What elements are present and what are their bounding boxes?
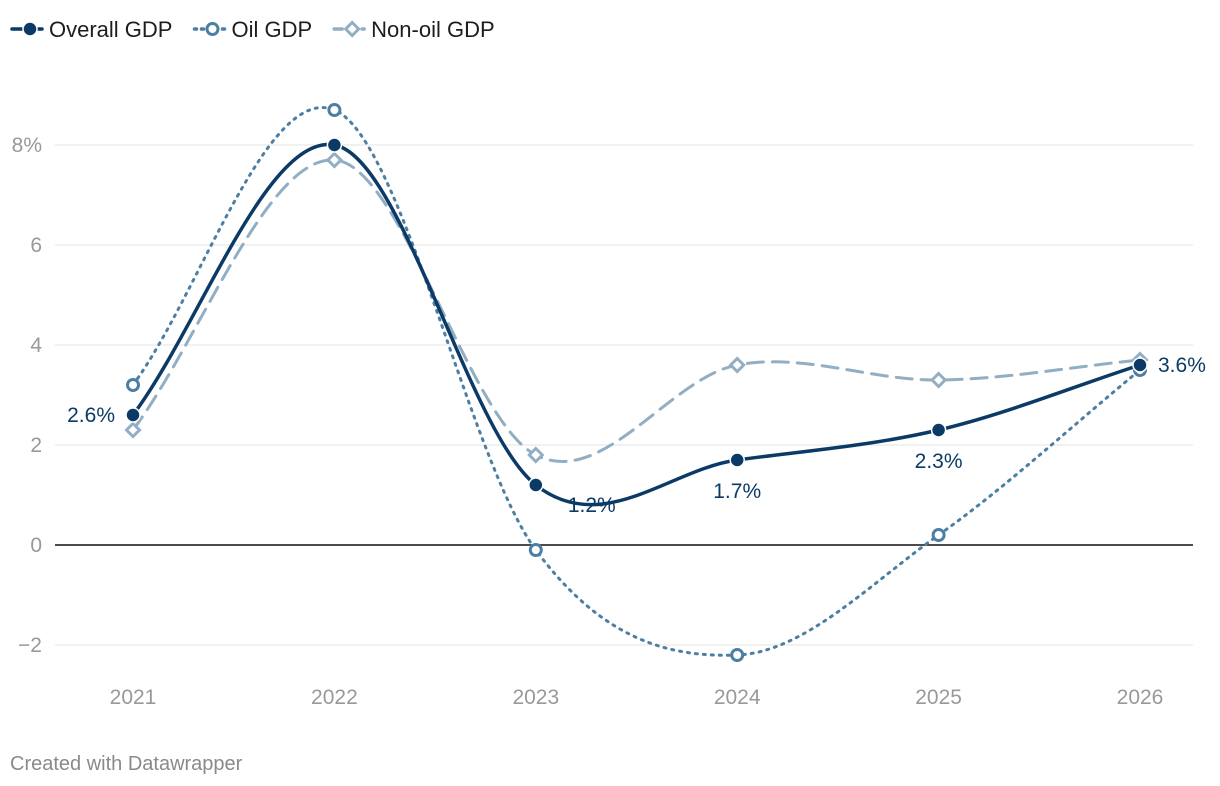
- legend: Overall GDP Oil GDP Non-oil GDP: [10, 17, 495, 42]
- legend-swatch-marker: [205, 22, 220, 36]
- data-label-overall-gdp: 3.6%: [1158, 354, 1206, 377]
- point-overall-gdp: [528, 477, 544, 493]
- point-oil-gdp: [528, 543, 543, 557]
- point-oil-gdp: [730, 648, 745, 662]
- point-overall-gdp: [1132, 357, 1148, 373]
- data-label-overall-gdp: 1.2%: [568, 494, 616, 517]
- series-group: [124, 103, 1149, 662]
- series-line-oil-gdp: [131, 106, 1142, 657]
- legend-label: Non-oil GDP: [371, 17, 494, 42]
- y-tick-label: 8%: [12, 134, 42, 157]
- point-oil-gdp: [327, 103, 342, 117]
- point-non-oil-gdp: [929, 371, 948, 389]
- point-non-oil-gdp: [124, 421, 142, 439]
- point-non-oil-gdp: [728, 356, 746, 374]
- data-labels: 2.6% 1.2% 1.7% 2.3% 3.6%: [67, 354, 1206, 517]
- point-overall-gdp: [326, 137, 343, 153]
- legend-swatch-marker: [22, 21, 38, 37]
- point-oil-gdp: [126, 378, 140, 392]
- legend-label: Oil GDP: [231, 17, 312, 42]
- y-tick-label: 4: [30, 334, 42, 357]
- y-tick-label: −2: [18, 634, 42, 657]
- y-tick-label: 2: [30, 434, 42, 457]
- point-oil-gdp: [931, 528, 946, 542]
- series-line-non-oil-gdp: [131, 158, 1142, 463]
- point-non-oil-gdp: [527, 446, 545, 464]
- legend-item-overall-gdp: Overall GDP: [10, 17, 172, 42]
- y-tick-label: 0: [30, 534, 42, 557]
- legend-label: Overall GDP: [49, 17, 172, 42]
- x-tick-label: 2025: [915, 686, 962, 709]
- x-tick-label: 2022: [311, 686, 358, 709]
- x-tick-label: 2024: [714, 686, 761, 709]
- y-tick-label: 6: [30, 234, 42, 257]
- point-non-oil-gdp: [325, 151, 344, 169]
- data-label-overall-gdp: 2.6%: [67, 404, 115, 427]
- point-overall-gdp: [125, 407, 141, 423]
- point-overall-gdp: [930, 422, 947, 438]
- x-axis: 2021 2022 2023 2024 2025 2026: [110, 686, 1164, 709]
- x-tick-label: 2026: [1117, 686, 1164, 709]
- legend-swatch-marker: [343, 20, 361, 38]
- data-label-overall-gdp: 1.7%: [713, 480, 761, 503]
- legend-item-oil-gdp: Oil GDP: [192, 17, 312, 42]
- grid: [55, 144, 1193, 646]
- x-tick-label: 2023: [512, 686, 559, 709]
- data-label-overall-gdp: 2.3%: [915, 450, 963, 473]
- point-overall-gdp: [729, 452, 745, 468]
- legend-item-non-oil-gdp: Non-oil GDP: [332, 17, 495, 42]
- y-axis: −2 0 2 4 6 8%: [12, 134, 43, 657]
- series-line-overall-gdp: [131, 142, 1142, 507]
- x-tick-label: 2021: [110, 686, 157, 709]
- footer-credit: Created with Datawrapper: [10, 753, 243, 775]
